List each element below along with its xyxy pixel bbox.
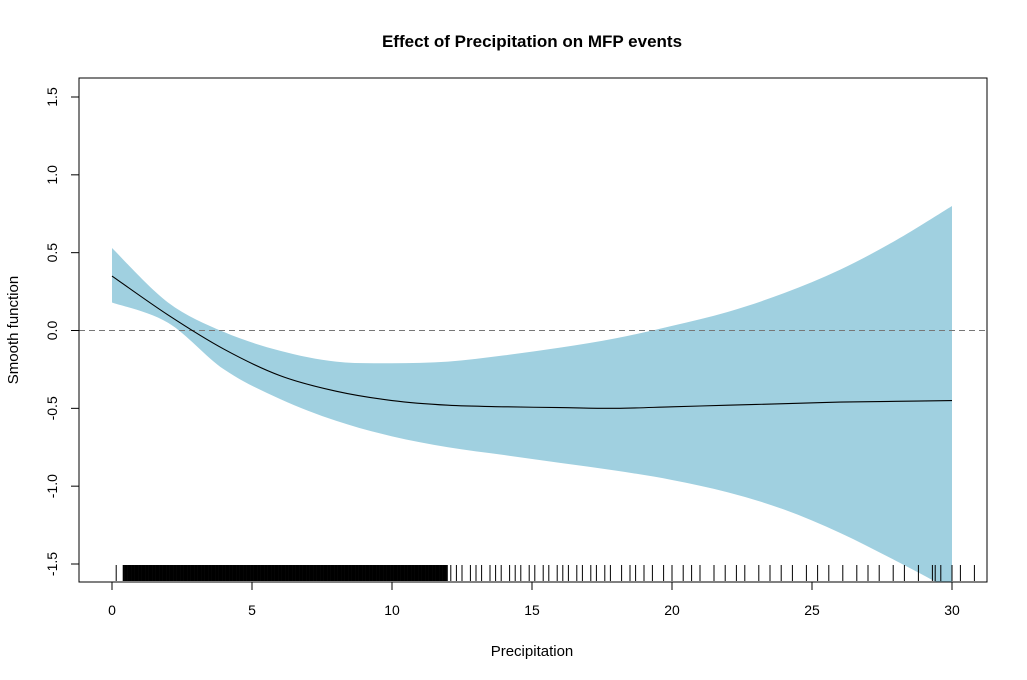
y-tick-label: 1.5	[44, 87, 60, 107]
confidence-band	[112, 205, 952, 582]
x-axis-label: Precipitation	[491, 643, 574, 660]
y-tick-label: 0.0	[44, 321, 60, 341]
x-tick-label: 30	[944, 602, 960, 618]
y-tick-label: -1.5	[44, 552, 60, 576]
x-tick-label: 0	[108, 602, 116, 618]
y-tick-label: 0.5	[44, 243, 60, 263]
rug-marks	[115, 565, 975, 581]
chart-title: Effect of Precipitation on MFP events	[382, 32, 682, 51]
y-axis: -1.5 -1.0 -0.5 0.0 0.5 1.0 1.5	[44, 87, 80, 576]
y-tick-label: -0.5	[44, 396, 60, 420]
smooth-fit-line	[111, 275, 953, 409]
x-tick-label: 15	[524, 602, 540, 618]
y-tick-label: 1.0	[44, 165, 60, 185]
x-tick-label: 10	[384, 602, 400, 618]
y-axis-label: Smooth function	[5, 276, 22, 384]
x-tick-label: 25	[804, 602, 820, 618]
confidence-band-layer	[112, 205, 952, 582]
x-axis: 0 5 10 15 20 25 30	[108, 581, 960, 618]
y-tick-label: -1.0	[44, 474, 60, 498]
x-tick-label: 5	[248, 602, 256, 618]
x-tick-label: 20	[664, 602, 680, 618]
